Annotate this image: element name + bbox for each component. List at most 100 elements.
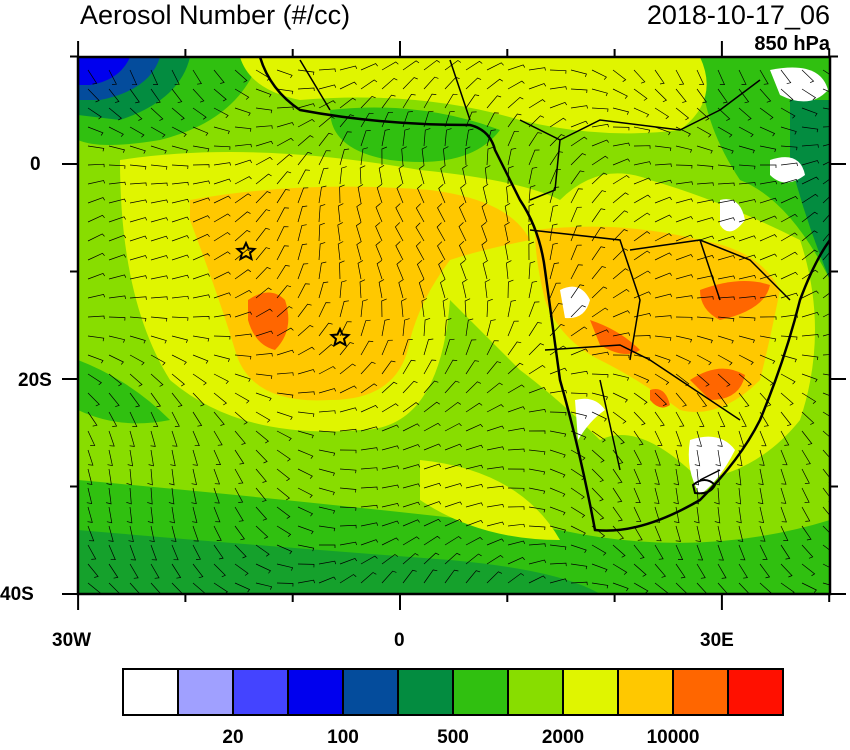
wind-barb	[465, 423, 483, 432]
wind-barb	[276, 285, 292, 299]
wind-barb	[129, 235, 148, 242]
wind-barb	[612, 544, 626, 558]
plot-frame	[76, 55, 832, 596]
wind-barb	[360, 147, 368, 166]
colorbar-swatch	[617, 668, 674, 716]
wind-barb	[339, 131, 352, 147]
wind-barb	[570, 244, 582, 261]
colorbar-swatch	[507, 668, 564, 716]
wind-barb	[675, 392, 687, 407]
wind-barb	[339, 97, 356, 109]
wind-barb	[507, 573, 525, 584]
wind-barb	[126, 468, 132, 486]
wind-barb	[528, 386, 546, 394]
wind-barb	[507, 540, 526, 546]
wind-barb	[758, 468, 764, 486]
wind-barb	[255, 353, 273, 357]
wind-barb	[255, 487, 267, 502]
wind-barb	[381, 520, 400, 527]
wind-barb	[675, 354, 692, 365]
wind-barb	[234, 430, 246, 445]
wind-barb	[423, 76, 439, 90]
wind-barb	[654, 354, 671, 364]
wind-barb	[801, 230, 818, 242]
wind-barb	[591, 411, 607, 422]
wind-barb	[460, 183, 467, 204]
wind-barb	[297, 391, 315, 395]
wind-barb	[150, 69, 159, 85]
wind-barb	[108, 544, 116, 561]
wind-barb	[717, 563, 727, 579]
wind-barb	[465, 402, 483, 413]
wind-barb	[486, 538, 504, 546]
wind-barb	[612, 248, 629, 261]
wind-barb	[822, 354, 830, 356]
wind-barb	[129, 145, 146, 154]
wind-barb	[717, 544, 724, 561]
wind-barb	[440, 278, 446, 299]
wind-barb	[507, 113, 522, 128]
wind-barb	[715, 449, 721, 467]
wind-barb	[169, 506, 175, 524]
wind-barb	[528, 83, 547, 90]
wind-barb	[357, 260, 364, 280]
wind-barb	[591, 351, 609, 356]
wind-barb	[633, 354, 651, 362]
wind-barb	[381, 94, 396, 109]
wind-barb	[507, 427, 526, 432]
wind-barb	[360, 79, 378, 90]
wind-barb	[402, 111, 413, 128]
wind-barb	[276, 245, 289, 261]
wind-barb	[171, 525, 177, 542]
wind-barb	[612, 354, 630, 359]
x-tick-label: 30W	[52, 630, 92, 651]
wind-barb	[318, 525, 336, 532]
wind-barb	[213, 525, 222, 541]
wind-barb	[481, 240, 488, 261]
colorbar-swatch	[232, 668, 289, 716]
wind-barb	[318, 302, 331, 318]
wind-barb	[129, 354, 145, 366]
wind-barb	[192, 126, 209, 136]
wind-barb	[801, 176, 819, 185]
wind-barb	[255, 156, 273, 166]
wind-barb	[801, 525, 812, 541]
wind-barb	[570, 392, 588, 397]
wind-barb	[129, 316, 147, 322]
wind-barb	[129, 164, 147, 170]
wind-barb	[822, 271, 830, 280]
wind-barb	[738, 373, 752, 387]
wind-barb	[318, 487, 335, 496]
wind-barb	[759, 215, 777, 223]
wind-barb	[675, 373, 690, 387]
wind-barb	[234, 107, 251, 116]
wind-barb	[192, 506, 198, 523]
wind-barb	[234, 449, 245, 465]
wind-barb	[108, 392, 120, 407]
wind-barb	[318, 506, 336, 514]
wind-barb	[570, 544, 587, 553]
colorbar-swatch	[727, 668, 784, 716]
wind-barb	[673, 487, 679, 505]
wind-barb	[318, 68, 336, 72]
wind-barb	[717, 316, 735, 322]
wind-barb	[297, 103, 316, 109]
wind-barb	[738, 430, 745, 447]
wind-barb	[255, 525, 269, 539]
colorbar-label: 500	[437, 727, 469, 748]
wind-barb	[421, 298, 428, 318]
wind-barb	[106, 506, 113, 524]
wind-barb	[126, 487, 132, 505]
wind-barb	[402, 380, 418, 394]
wind-barb	[108, 181, 126, 186]
wind-barb	[696, 354, 712, 366]
plot-title: Aerosol Number (#/cc)	[80, 0, 351, 30]
wind-barb	[654, 196, 672, 204]
wind-barb	[381, 465, 400, 470]
wind-barb	[801, 249, 818, 261]
wind-barb	[438, 260, 446, 280]
wind-barb	[192, 525, 199, 542]
wind-barb	[675, 198, 694, 204]
wind-barb	[822, 161, 830, 166]
wind-barb	[171, 335, 188, 343]
